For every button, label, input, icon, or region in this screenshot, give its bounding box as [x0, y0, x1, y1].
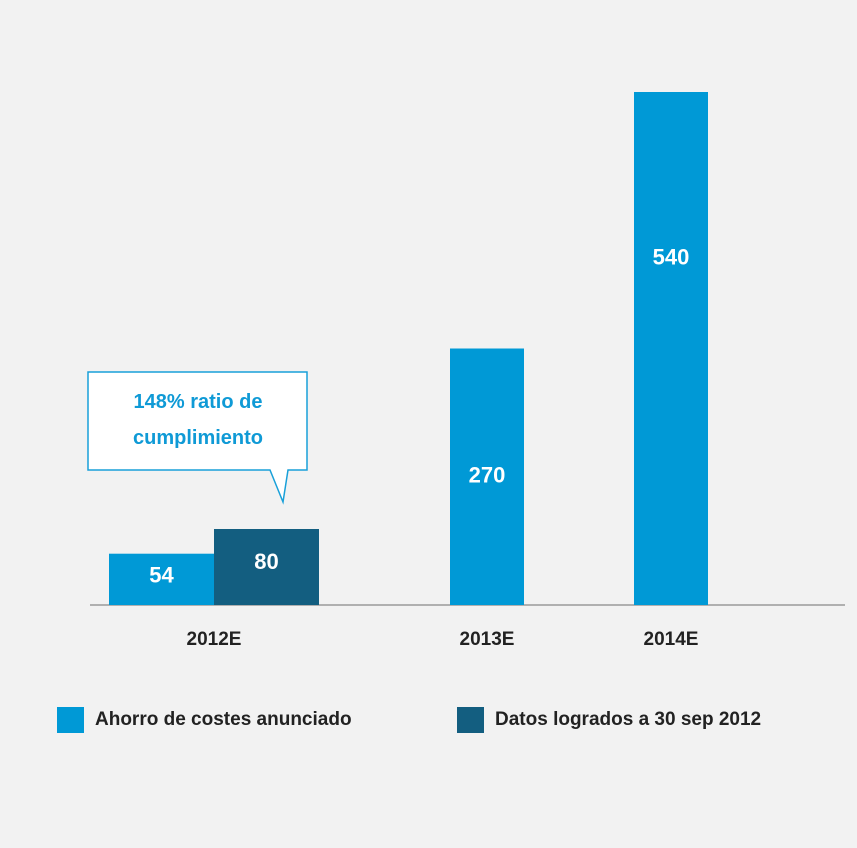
legend-swatch: [57, 707, 84, 733]
x-tick-label: 2013E: [460, 629, 515, 650]
callout-box: [87, 371, 308, 505]
annotation: 148% ratio de cumplimiento: [132, 391, 263, 449]
value-label: 270: [469, 463, 506, 488]
value-label: 80: [254, 549, 278, 574]
legend-swatch: [457, 707, 484, 733]
bar: [634, 92, 708, 605]
value-label: 540: [653, 244, 690, 269]
bar: [450, 348, 524, 605]
x-tick-label: 2012E: [187, 629, 242, 650]
legend-label: Datos logrados a 30 sep 2012: [495, 709, 761, 730]
bar: [214, 529, 319, 605]
x-tick-label: 2014E: [644, 629, 699, 650]
bar: [109, 553, 214, 605]
legend-label: Ahorro de costes anunciado: [95, 709, 352, 730]
value-label: 54: [149, 563, 174, 588]
